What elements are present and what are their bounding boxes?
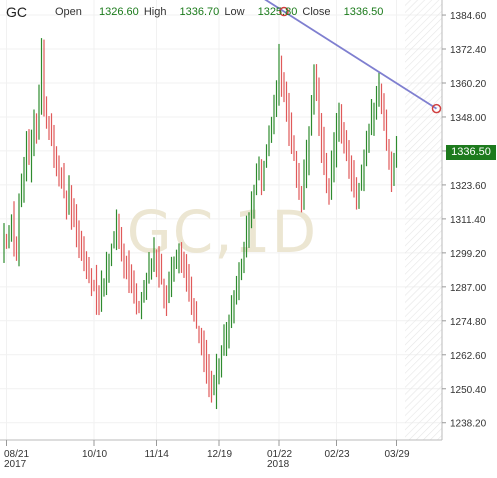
y-tick-label: 1372.40 bbox=[450, 45, 487, 56]
y-tick-label: 1262.60 bbox=[450, 351, 487, 362]
symbol-label: GC bbox=[6, 4, 27, 20]
trendline-handle[interactable] bbox=[431, 103, 442, 114]
y-tick-label: 1360.20 bbox=[450, 79, 487, 90]
x-tick-label: 11/14 bbox=[145, 449, 170, 460]
ohlc-readout: Open 1326.60 High 1336.70 Low 1325.80 Cl… bbox=[55, 6, 383, 18]
x-tick-label: 03/29 bbox=[385, 449, 410, 460]
close-value: 1336.50 bbox=[343, 6, 384, 18]
x-tick-label: 01/22 bbox=[267, 449, 292, 460]
trendline[interactable] bbox=[244, 0, 442, 114]
future-area bbox=[405, 0, 442, 440]
x-tick-label: 10/10 bbox=[82, 449, 107, 460]
high-value: 1336.70 bbox=[179, 6, 220, 18]
y-tick-label: 1238.20 bbox=[450, 419, 487, 430]
high-label: High bbox=[143, 6, 167, 18]
x-tick-label: 02/23 bbox=[325, 449, 350, 460]
trendline-segment[interactable] bbox=[244, 0, 437, 110]
low-value: 1325.80 bbox=[257, 6, 298, 18]
close-label: Close bbox=[302, 6, 331, 18]
y-axis: 1384.601372.401360.201348.001335.801323.… bbox=[442, 11, 487, 430]
y-tick-label: 1311.40 bbox=[450, 215, 486, 226]
open-value: 1326.60 bbox=[98, 6, 139, 18]
y-tick-label: 1287.00 bbox=[450, 283, 487, 294]
open-label: Open bbox=[55, 6, 82, 18]
y-tick-label: 1299.20 bbox=[450, 249, 487, 260]
x-tick-label: 12/19 bbox=[207, 449, 232, 460]
y-tick-label: 1348.00 bbox=[450, 113, 487, 124]
x-tick-year: 2018 bbox=[267, 459, 290, 470]
y-tick-label: 1384.60 bbox=[450, 11, 487, 22]
trendline-handle[interactable] bbox=[279, 6, 289, 17]
low-label: Low bbox=[224, 6, 245, 18]
y-tick-label: 1250.40 bbox=[450, 385, 487, 396]
chart-grid bbox=[0, 0, 442, 440]
x-tick-label: 08/21 bbox=[4, 449, 29, 460]
candles bbox=[3, 38, 398, 410]
y-tick-label: 1323.60 bbox=[450, 181, 487, 192]
x-tick-year: 2017 bbox=[4, 459, 27, 470]
y-tick-label: 1274.80 bbox=[450, 317, 487, 328]
last-price-tag: 1336.50 bbox=[446, 145, 496, 160]
watermark: GC,1D bbox=[127, 198, 317, 266]
